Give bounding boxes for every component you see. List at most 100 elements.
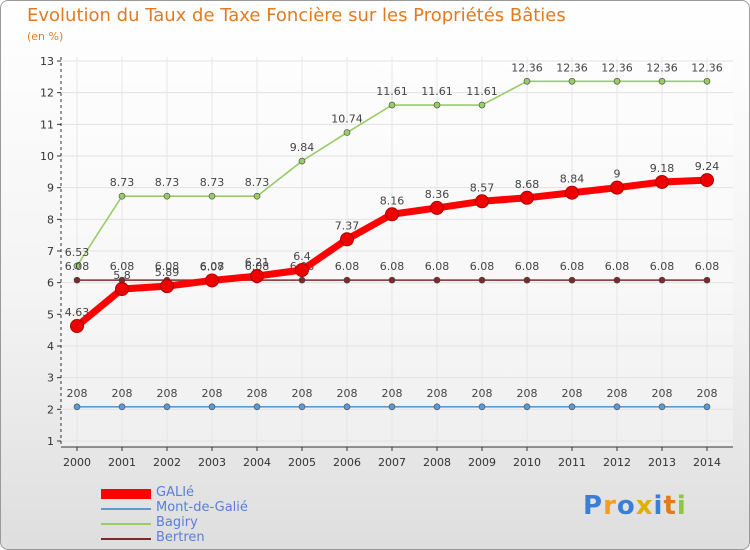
data-label: 8.73 — [155, 176, 180, 189]
data-label: 6.08 — [605, 260, 630, 273]
data-label: 208 — [157, 387, 178, 400]
logo-letter: i — [676, 491, 687, 521]
y-tick-label: 12 — [40, 87, 54, 100]
legend-label: Bagiry — [156, 515, 198, 530]
data-label: 4.63 — [65, 306, 90, 319]
y-axis-unit: (en %) — [27, 30, 64, 43]
data-point — [613, 403, 621, 411]
data-label: 6.21 — [245, 256, 270, 269]
data-label: 6.08 — [515, 260, 540, 273]
data-point — [700, 173, 714, 188]
data-label: 8.16 — [380, 194, 405, 207]
data-label: 12.36 — [691, 61, 723, 74]
data-label: 9 — [614, 168, 621, 181]
data-label: 11.61 — [421, 85, 453, 98]
x-tick-label: 2000 — [63, 456, 91, 469]
x-tick-label: 2005 — [288, 456, 316, 469]
data-point — [478, 403, 486, 411]
y-tick-label: 3 — [47, 372, 54, 385]
data-label: 208 — [202, 387, 223, 400]
data-point — [658, 403, 666, 411]
data-point — [703, 403, 711, 411]
data-point — [703, 77, 711, 85]
data-point — [658, 276, 666, 284]
data-label: 6.53 — [65, 246, 90, 259]
data-label: 8.36 — [425, 188, 450, 201]
x-tick-label: 2009 — [468, 456, 496, 469]
x-tick-label: 2011 — [558, 456, 586, 469]
data-point — [475, 194, 489, 209]
x-tick-label: 2014 — [693, 456, 721, 469]
y-tick-label: 13 — [40, 55, 54, 68]
data-point — [388, 403, 396, 411]
data-point — [565, 185, 579, 200]
series-bagiry: 6.53 8.73 8.73 8.73 8.73 9.84 10.74 11.61 11.61 1… — [65, 61, 723, 270]
data-point — [298, 403, 306, 411]
data-label: 208 — [67, 387, 88, 400]
series-gali-: 4.63 5.8 5.89 6.07 6.21 6.4 7.37 8.16 8.36 8.57 8.… — [65, 160, 720, 334]
x-tick-label: 2001 — [108, 456, 136, 469]
data-point — [118, 192, 126, 200]
data-label: 6.08 — [650, 260, 675, 273]
data-point — [703, 276, 711, 284]
legend-label: Bertren — [156, 530, 205, 545]
data-label: 12.36 — [601, 61, 633, 74]
y-tick-label: 9 — [47, 182, 54, 195]
series-bertren: 6.08 6.08 6.08 6.08 6.08 6.08 6.08 6.08 6.08 6.08… — [65, 260, 720, 284]
logo-letter: i — [653, 491, 664, 521]
data-label: 208 — [292, 387, 313, 400]
data-label: 208 — [562, 387, 583, 400]
data-point — [343, 129, 351, 136]
data-label: 5.8 — [113, 269, 131, 282]
x-tick-label: 2012 — [603, 456, 631, 469]
data-point — [385, 207, 399, 222]
legend-label: GALIé — [156, 485, 195, 500]
data-point — [478, 276, 486, 284]
x-tick-label: 2002 — [153, 456, 181, 469]
data-label: 6.08 — [695, 260, 720, 273]
data-point — [163, 192, 171, 200]
legend-swatch — [101, 523, 151, 525]
data-point — [70, 319, 84, 334]
data-label: 12.36 — [646, 61, 678, 74]
y-tick-label: 2 — [47, 403, 54, 416]
data-point — [430, 200, 444, 215]
data-point — [613, 77, 621, 85]
data-point — [388, 101, 396, 109]
data-point — [208, 403, 216, 411]
data-label: 6.08 — [155, 260, 180, 273]
data-label: 8.73 — [200, 176, 225, 189]
x-tick-label: 2004 — [243, 456, 271, 469]
data-point — [610, 180, 624, 195]
data-point — [613, 276, 621, 284]
data-point — [388, 276, 396, 284]
logo-letter: t — [663, 491, 677, 521]
data-label: 208 — [697, 387, 718, 400]
data-point — [568, 403, 576, 411]
data-point — [73, 403, 81, 411]
data-label: 12.36 — [511, 61, 543, 74]
data-point — [433, 101, 441, 109]
logo-letter: x — [635, 491, 654, 521]
data-point — [73, 276, 81, 284]
y-tick-label: 7 — [47, 245, 54, 258]
data-label: 7.37 — [335, 219, 360, 232]
data-point — [250, 269, 264, 284]
y-tick-label: 1 — [47, 435, 54, 448]
data-label: 208 — [517, 387, 538, 400]
legend-swatch — [101, 538, 151, 540]
data-point — [205, 273, 219, 288]
data-label: 10.74 — [331, 113, 363, 126]
x-tick-label: 2003 — [198, 456, 226, 469]
data-label: 208 — [247, 387, 268, 400]
data-label: 12.36 — [556, 61, 588, 74]
data-label: 9.24 — [695, 160, 720, 173]
data-label: 6.07 — [200, 260, 225, 273]
data-point — [295, 263, 309, 277]
data-label: 8.84 — [560, 173, 585, 186]
data-point — [568, 77, 576, 85]
data-point — [208, 192, 216, 200]
data-label: 6.08 — [110, 260, 135, 273]
data-label: 208 — [382, 387, 403, 400]
